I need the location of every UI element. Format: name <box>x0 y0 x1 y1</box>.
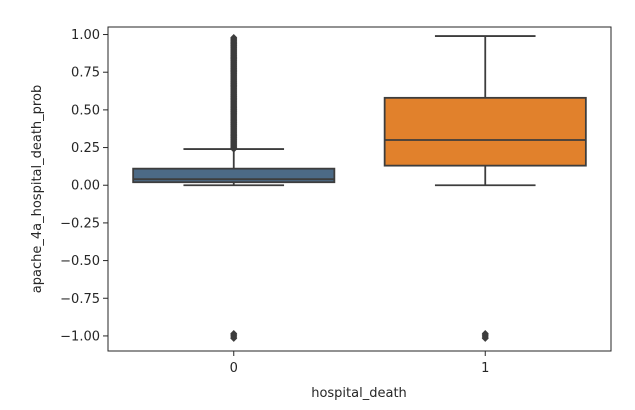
y-tick-label: 1.00 <box>71 28 100 43</box>
box-iqr <box>132 167 336 184</box>
y-tick-label: −0.75 <box>60 292 100 307</box>
y-tick-label: −0.25 <box>60 216 100 231</box>
x-axis-label: hospital_death <box>311 386 407 401</box>
plot-area-frame <box>107 26 612 352</box>
y-tick-label: −0.50 <box>60 254 100 269</box>
y-tick-label: −1.00 <box>60 329 100 344</box>
y-tick-label: 0.50 <box>71 103 100 118</box>
outlier-point <box>230 34 238 42</box>
y-axis-label: apache_4a_hospital_death_prob <box>30 85 45 293</box>
y-axis: −1.00 −0.75 −0.50 −0.25 0.00 0.25 0.50 0.75 1.00 <box>60 28 108 344</box>
outlier-point <box>230 334 238 342</box>
box-group-1 <box>383 35 587 342</box>
y-tick-label: 0.25 <box>71 141 100 156</box>
outlier-point <box>481 334 489 342</box>
box-group-0 <box>132 34 336 342</box>
box-iqr <box>383 96 587 167</box>
chart-marks <box>132 34 587 342</box>
x-tick-label: 0 <box>230 361 238 376</box>
x-tick-label: 1 <box>481 361 489 376</box>
y-tick-label: 0.00 <box>71 179 100 194</box>
y-tick-label: 0.75 <box>71 66 100 81</box>
